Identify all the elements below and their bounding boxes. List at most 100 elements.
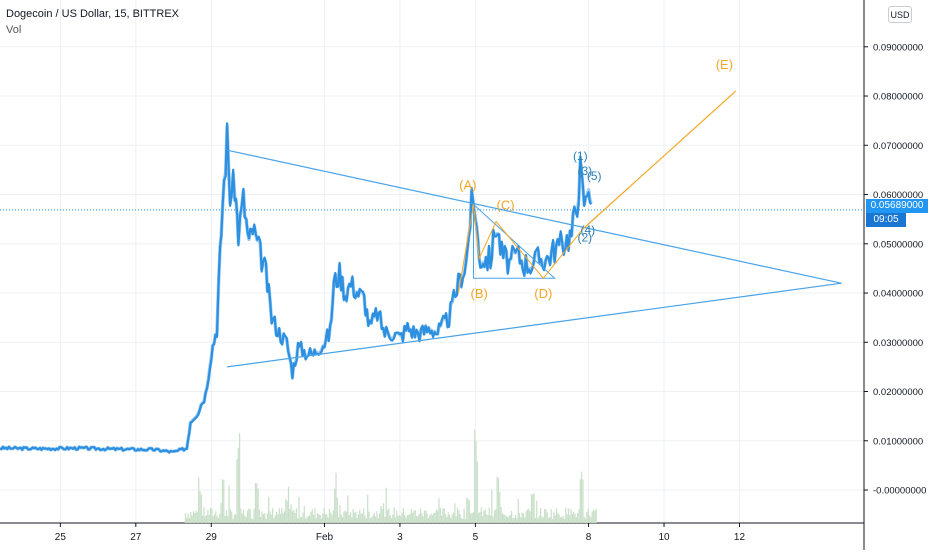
volume-bar: [314, 508, 316, 523]
volume-bar: [219, 514, 221, 523]
triangle-trendline[interactable]: [227, 282, 842, 368]
volume-bar: [198, 477, 200, 523]
volume-bar: [485, 514, 488, 523]
volume-bar: [524, 517, 526, 523]
volume-bar: [569, 515, 571, 523]
volume-bar: [343, 511, 345, 523]
volume-bar: [573, 512, 575, 523]
volume-bar: [438, 498, 440, 523]
volume-bar: [454, 503, 456, 523]
volume-bar: [384, 516, 386, 523]
volume-bar: [591, 511, 593, 523]
volume-bar: [398, 515, 400, 523]
volume-bar: [463, 508, 465, 523]
inner-triangle[interactable]: [473, 204, 556, 279]
volume-bar: [338, 517, 340, 523]
volume-bar: [385, 487, 387, 523]
volume-bar: [380, 506, 382, 523]
volume-bar: [364, 516, 366, 523]
volume-bar: [544, 508, 546, 523]
volume-bar: [447, 512, 449, 523]
volume-bar: [232, 518, 234, 523]
volume-bar: [584, 518, 587, 523]
volume-bar: [376, 511, 378, 523]
volume-bar: [520, 517, 522, 523]
volume-bar: [562, 515, 564, 523]
volume-bar: [529, 511, 531, 523]
volume-bar: [249, 509, 251, 523]
volume-bar: [327, 517, 329, 523]
wave-zigzag[interactable]: [457, 204, 584, 294]
volume-bar: [265, 518, 267, 523]
volume-bar: [220, 503, 222, 523]
volume-bar: [553, 511, 555, 523]
volume-bar: [223, 480, 225, 523]
volume-bar: [386, 509, 389, 523]
volume-bar: [253, 509, 255, 523]
volume-bar: [334, 488, 336, 523]
volume-bar: [511, 510, 513, 523]
volume-bar: [347, 495, 349, 523]
volume-bar: [345, 511, 348, 523]
volume-bar: [418, 513, 420, 523]
volume-bar: [187, 513, 189, 523]
wave-label-blue: (3): [577, 164, 592, 178]
volume-bar: [590, 517, 592, 523]
volume-bar: [462, 518, 464, 523]
volume-bar: [315, 517, 317, 523]
volume-bar: [209, 507, 212, 523]
volume-bar: [533, 493, 535, 523]
volume-bar: [215, 511, 217, 523]
volume-bar: [301, 516, 303, 523]
volume-bar: [299, 517, 301, 523]
triangle-trendline[interactable]: [227, 149, 842, 284]
volume-bar: [352, 509, 354, 523]
volume-bar: [405, 517, 407, 523]
volume-bar: [188, 518, 191, 523]
volume-bar: [397, 516, 399, 523]
volume-bar: [431, 515, 434, 523]
volume-bar: [382, 503, 385, 523]
volume-bar: [439, 507, 441, 523]
volume-bar: [476, 461, 478, 523]
currency-scale-button[interactable]: USD: [888, 6, 912, 23]
volume-bar: [518, 512, 521, 523]
volume-bar: [307, 516, 309, 523]
volume-bar: [272, 508, 274, 523]
volume-bar: [464, 518, 467, 523]
volume-bar: [245, 517, 247, 523]
projection-line[interactable]: [582, 90, 737, 230]
chart-legend: Dogecoin / US Dollar, 15, BITTREX Vol: [6, 6, 179, 38]
y-tick-label: 0.01000000: [873, 436, 923, 447]
volume-bar: [339, 505, 341, 523]
volume-bar: [587, 508, 589, 523]
volume-bar: [297, 518, 299, 523]
volume-bar: [274, 515, 276, 523]
volume-bar: [499, 492, 501, 523]
volume-bar: [331, 514, 333, 523]
volume-bar: [390, 518, 393, 523]
volume-bar: [451, 514, 453, 523]
volume-bar: [324, 514, 327, 523]
x-tick-label: 27: [130, 532, 142, 543]
volume-bar: [487, 515, 489, 523]
volume-bar: [483, 510, 485, 523]
volume-bar: [367, 494, 369, 523]
volume-bar: [419, 508, 422, 523]
volume-bar: [207, 509, 209, 523]
volume-bar: [273, 518, 275, 523]
volume-bar: [316, 513, 319, 523]
wave-label-blue: (5): [587, 169, 602, 183]
volume-bar: [513, 517, 515, 523]
volume-bar: [516, 518, 518, 523]
price-line[interactable]: [0, 122, 593, 454]
volume-bar: [194, 513, 196, 523]
volume-bar: [515, 515, 517, 523]
volume-bar: [228, 485, 230, 523]
volume-bar: [328, 508, 331, 523]
volume-bar: [396, 510, 398, 523]
y-tick-label: 0.09000000: [873, 42, 923, 53]
volume-bar: [264, 513, 266, 523]
